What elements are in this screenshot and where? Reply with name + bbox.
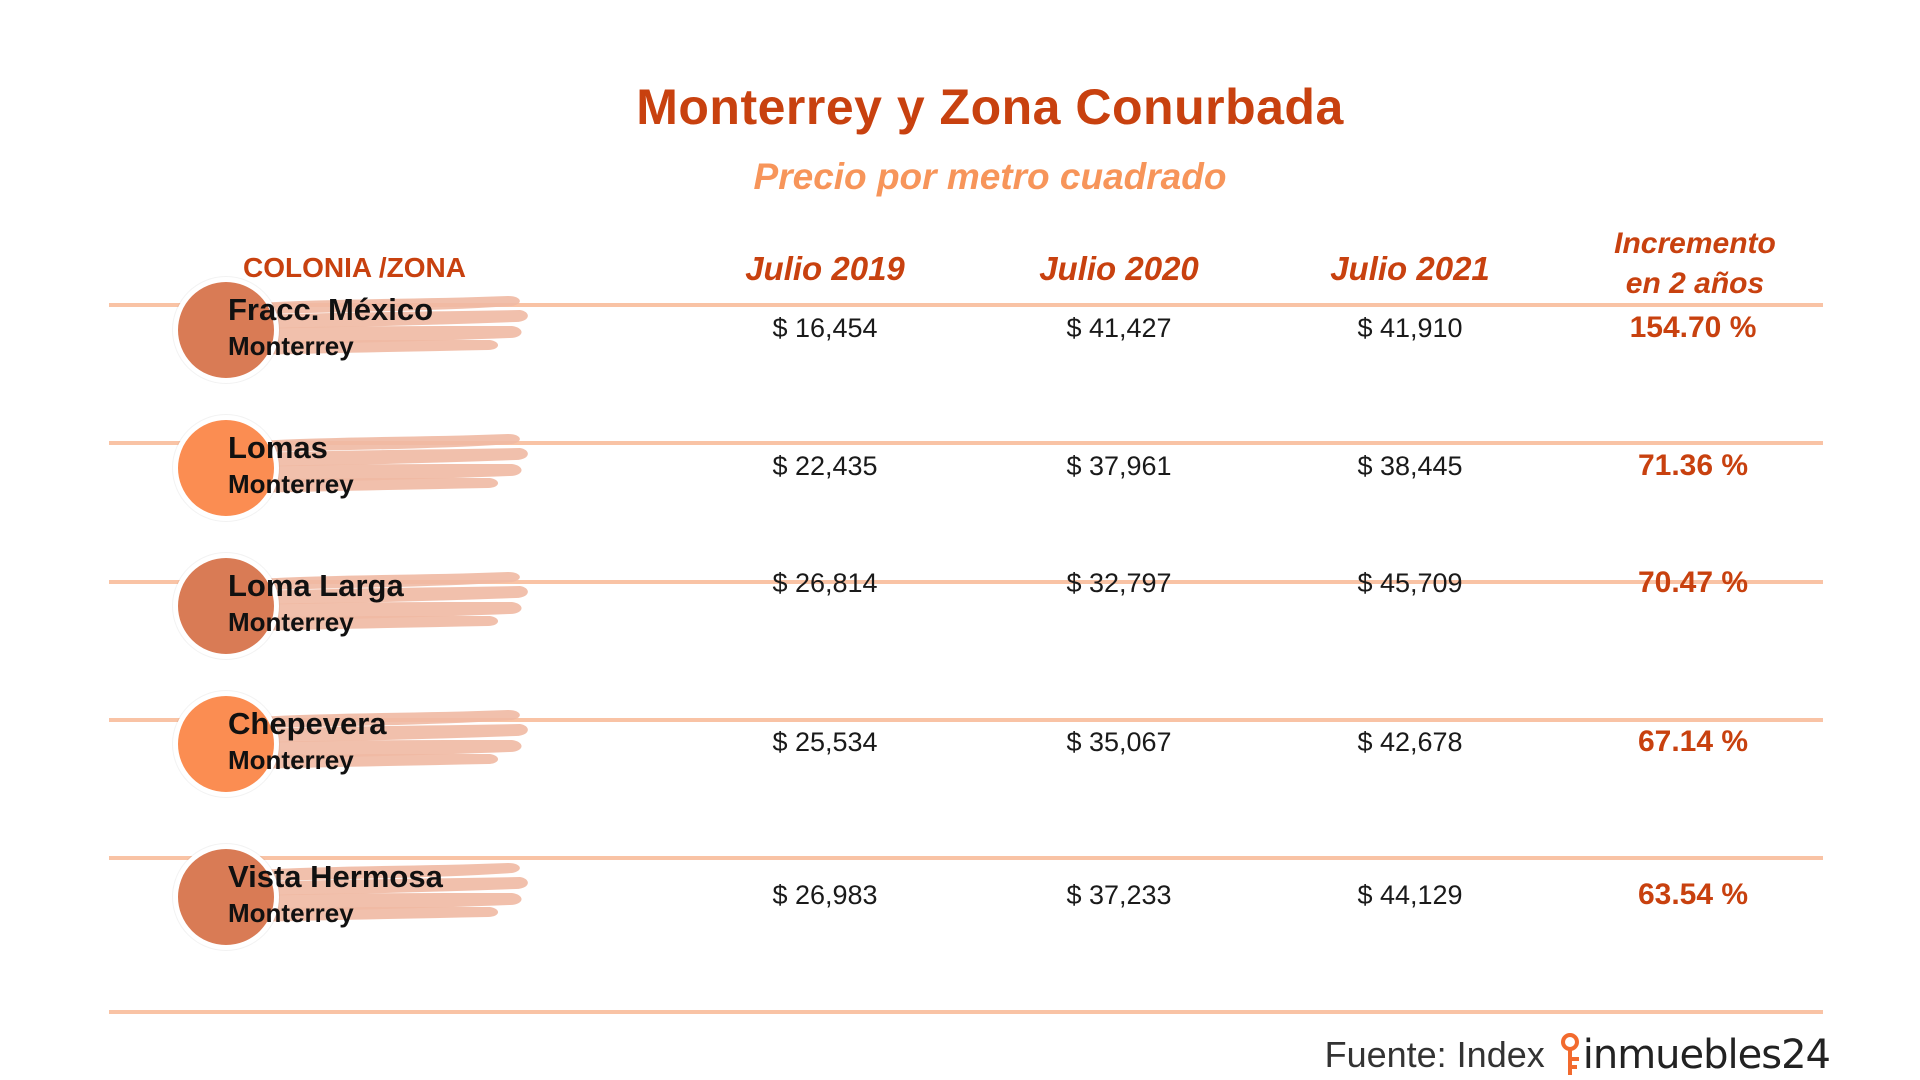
- key-icon: [1560, 1033, 1579, 1075]
- colonia-city: Monterrey: [228, 898, 354, 928]
- brand-name: inmuebles24: [1582, 1032, 1831, 1078]
- header-colonia: COLONIA /ZONA: [243, 252, 466, 283]
- colonia-name: Vista Hermosa: [228, 859, 443, 894]
- colonia-name: Loma Larga: [228, 568, 404, 603]
- price-cell-2019: $ 26,983: [772, 880, 878, 910]
- footer: Fuente: Index inmuebles24: [1324, 1032, 1831, 1078]
- increment-cell: 71.36 %: [1637, 449, 1749, 482]
- row-marker-circle: [173, 691, 279, 797]
- header-incremento-line2: en 2 años: [1625, 267, 1765, 300]
- brush-stroke: [198, 863, 528, 923]
- header-julio-2021: Julio 2021: [1330, 250, 1490, 287]
- increment-cell: 154.70 %: [1629, 311, 1757, 344]
- price-cell-2021: $ 44,129: [1357, 880, 1463, 910]
- row-marker-circle: [173, 277, 279, 383]
- price-cell-2020: $ 41,427: [1066, 313, 1172, 343]
- header-incremento-line1: Incremento: [1614, 227, 1776, 260]
- header-julio-2019: Julio 2019: [745, 250, 905, 287]
- row-marker-circle: [173, 553, 279, 659]
- price-cell-2021: $ 45,709: [1357, 568, 1463, 598]
- row-divider: [109, 856, 1823, 860]
- header-julio-2020: Julio 2020: [1039, 250, 1199, 287]
- increment-cell: 70.47 %: [1637, 566, 1749, 599]
- brush-stroke: [198, 710, 528, 770]
- price-cell-2021: $ 38,445: [1357, 451, 1463, 481]
- source-label: Fuente: Index: [1324, 1034, 1545, 1075]
- brush-stroke: [198, 572, 528, 632]
- row-divider: [109, 718, 1823, 722]
- brush-stroke: [198, 434, 528, 494]
- price-cell-2021: $ 42,678: [1357, 727, 1463, 757]
- colonia-city: Monterrey: [228, 607, 354, 637]
- colonia-city: Monterrey: [228, 469, 354, 499]
- row-divider: [109, 1010, 1823, 1014]
- row-marker-circle: [173, 844, 279, 950]
- price-cell-2020: $ 35,067: [1066, 727, 1172, 757]
- increment-cell: 63.54 %: [1637, 878, 1749, 911]
- header-incremento: Incremento en 2 años: [1580, 224, 1810, 304]
- price-cell-2020: $ 37,233: [1066, 880, 1172, 910]
- price-cell-2020: $ 32,797: [1066, 568, 1172, 598]
- chart-subtitle: Precio por metro cuadrado: [753, 156, 1227, 197]
- row-marker-circle: [173, 415, 279, 521]
- price-cell-2019: $ 16,454: [772, 313, 878, 343]
- row-divider: [109, 441, 1823, 445]
- colonia-city: Monterrey: [228, 331, 354, 361]
- colonia-name: Fracc. México: [228, 292, 434, 327]
- price-cell-2019: $ 26,814: [772, 568, 878, 598]
- brush-stroke: [198, 296, 528, 356]
- price-cell-2019: $ 22,435: [772, 451, 878, 481]
- row-divider: [109, 303, 1823, 307]
- colonia-city: Monterrey: [228, 745, 354, 775]
- price-cell-2020: $ 37,961: [1066, 451, 1172, 481]
- price-cell-2021: $ 41,910: [1357, 313, 1463, 343]
- chart-title: Monterrey y Zona Conurbada: [636, 79, 1344, 135]
- row-divider: [109, 580, 1823, 584]
- increment-cell: 67.14 %: [1637, 725, 1749, 758]
- price-cell-2019: $ 25,534: [772, 727, 878, 757]
- brand-logo: inmuebles24: [1557, 1032, 1831, 1078]
- colonia-name: Lomas: [228, 430, 328, 465]
- colonia-name: Chepevera: [228, 706, 387, 741]
